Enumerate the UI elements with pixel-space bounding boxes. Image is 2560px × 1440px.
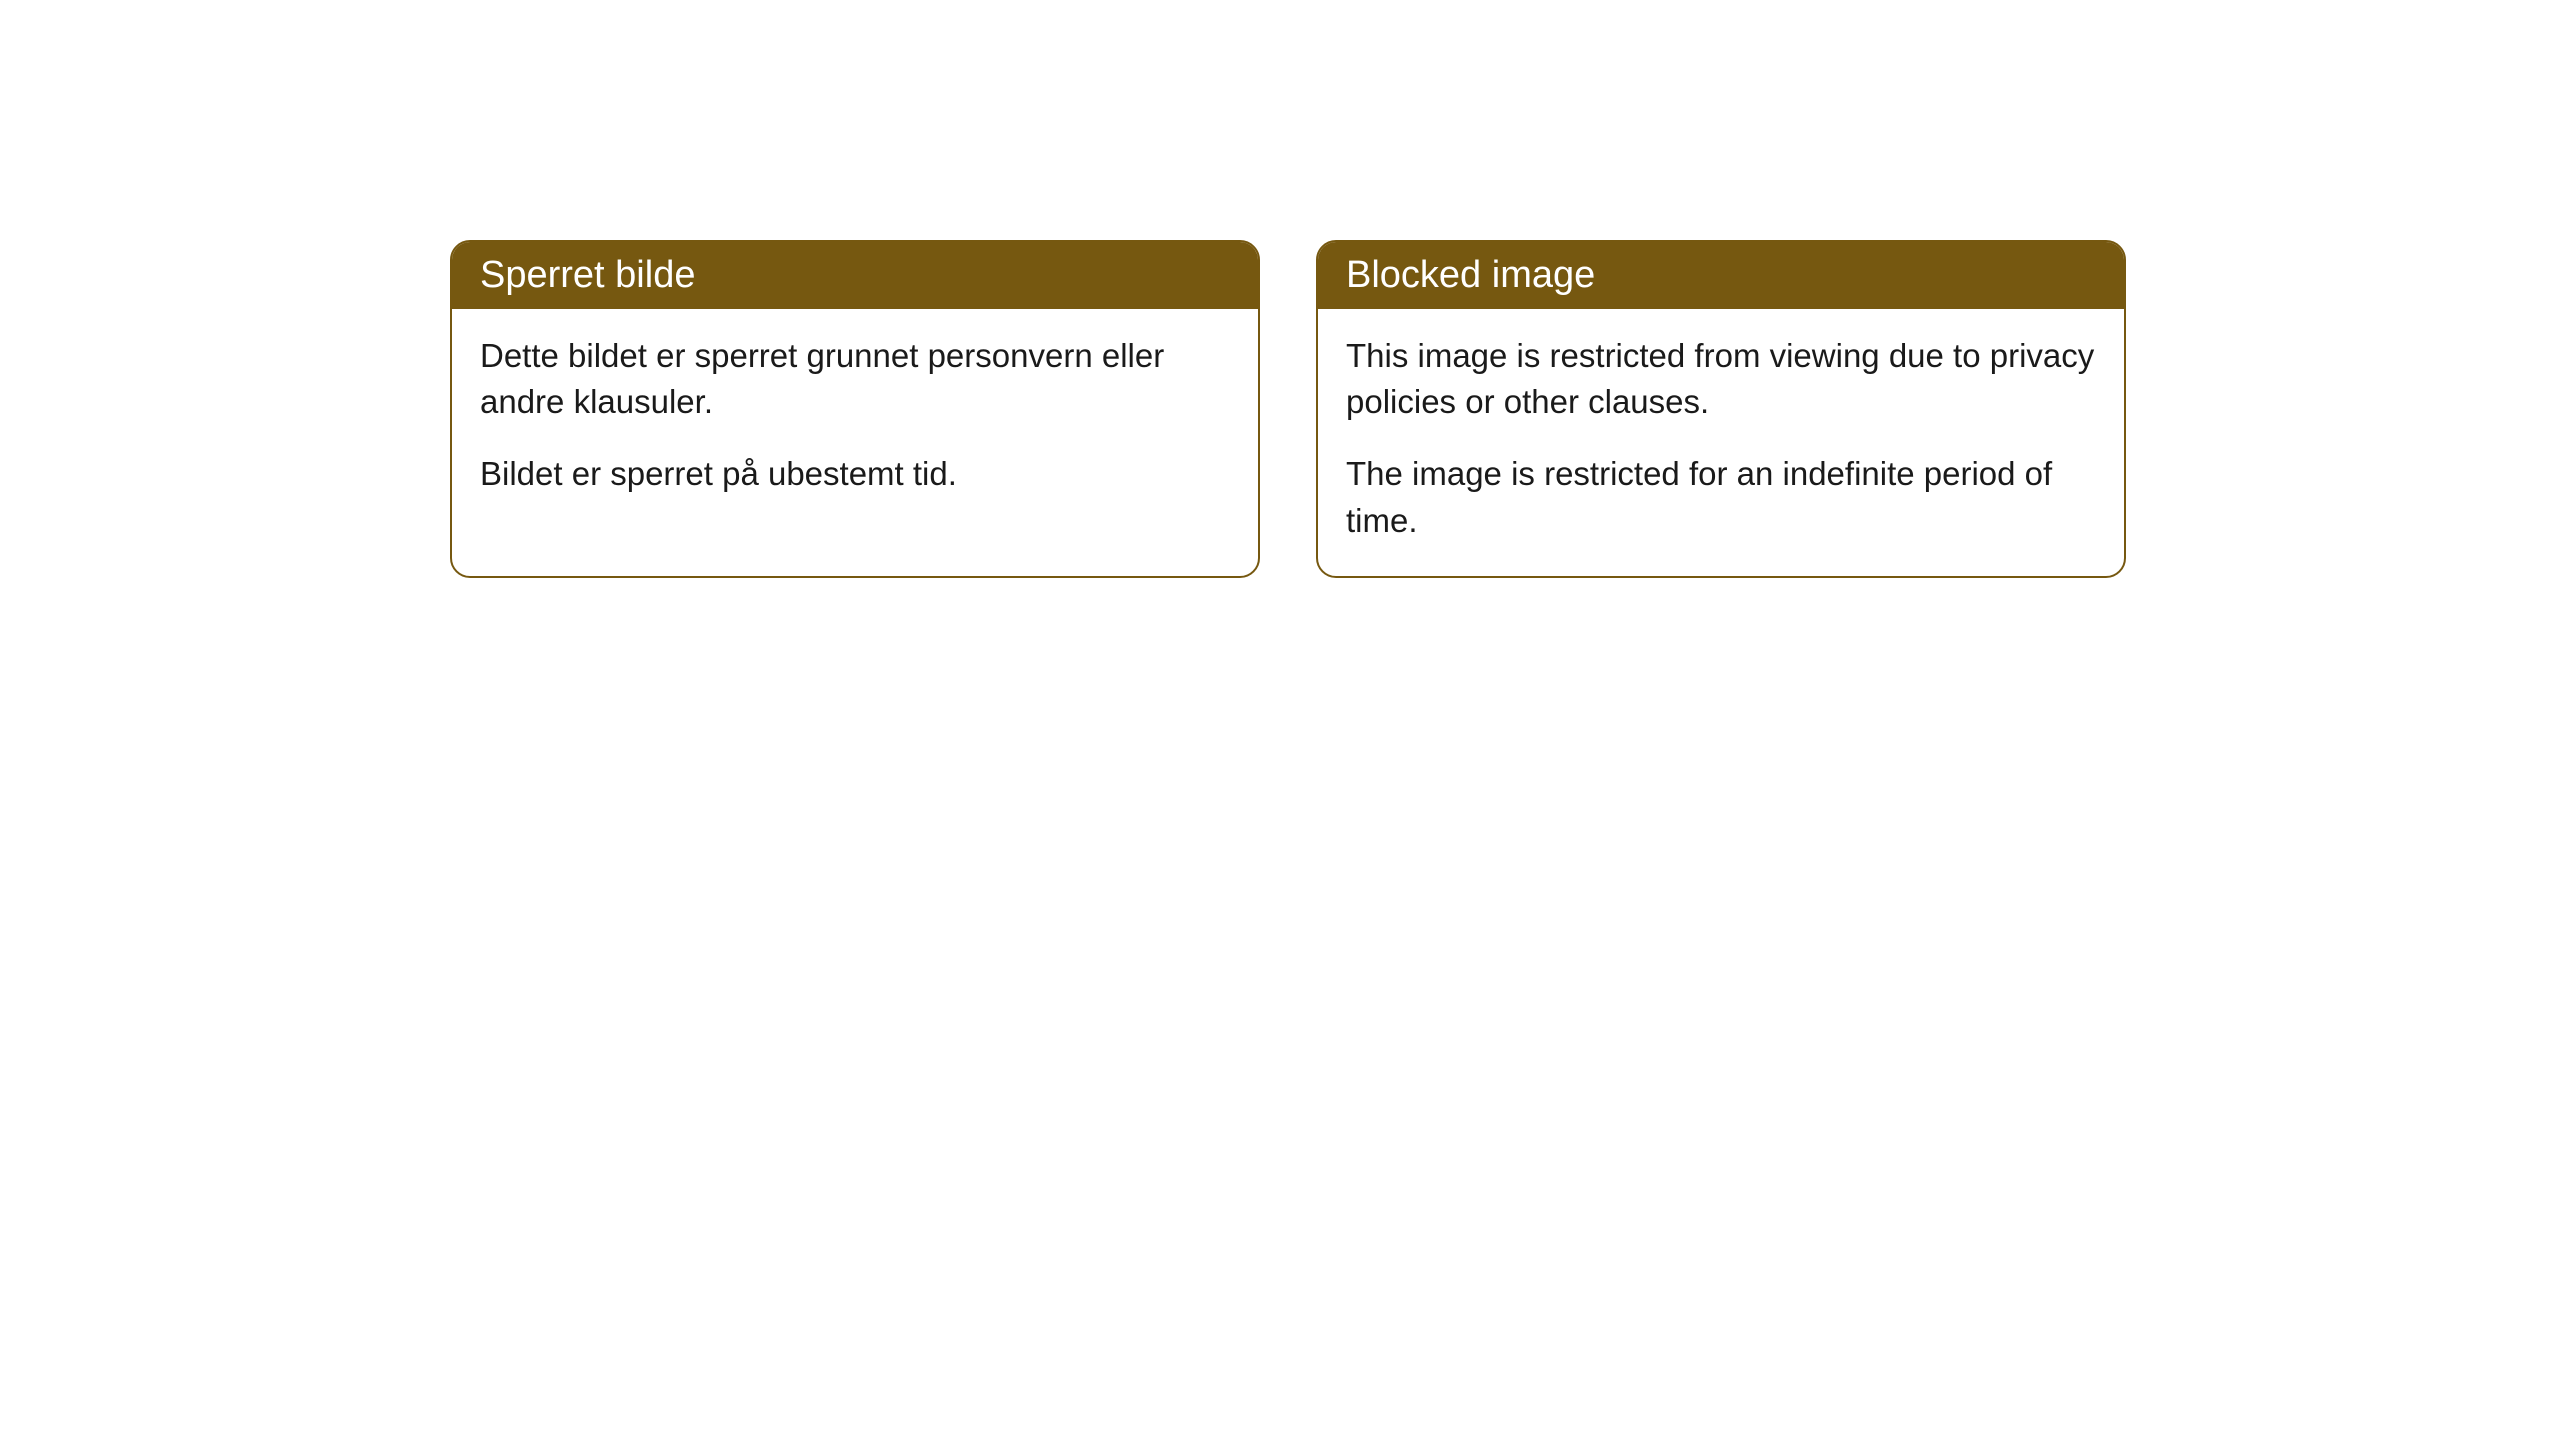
notice-card-norwegian: Sperret bilde Dette bildet er sperret gr… bbox=[450, 240, 1260, 578]
notice-card-english: Blocked image This image is restricted f… bbox=[1316, 240, 2126, 578]
notice-paragraph-1: This image is restricted from viewing du… bbox=[1346, 333, 2096, 425]
notice-body-norwegian: Dette bildet er sperret grunnet personve… bbox=[452, 309, 1258, 530]
notice-body-english: This image is restricted from viewing du… bbox=[1318, 309, 2124, 576]
notice-paragraph-2: Bildet er sperret på ubestemt tid. bbox=[480, 451, 1230, 497]
notice-paragraph-1: Dette bildet er sperret grunnet personve… bbox=[480, 333, 1230, 425]
notice-header-norwegian: Sperret bilde bbox=[452, 242, 1258, 309]
notice-paragraph-2: The image is restricted for an indefinit… bbox=[1346, 451, 2096, 543]
notice-cards-container: Sperret bilde Dette bildet er sperret gr… bbox=[450, 240, 2126, 578]
notice-header-english: Blocked image bbox=[1318, 242, 2124, 309]
